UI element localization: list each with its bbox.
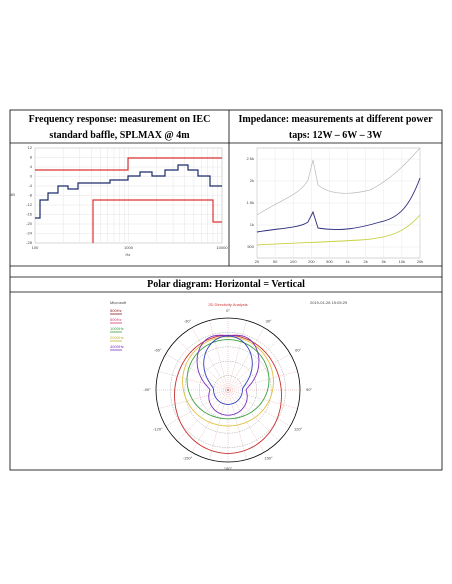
- x-tick-label: 20: [255, 259, 260, 264]
- cell-heading: Polar diagram: Horizontal = Vertical: [147, 279, 305, 290]
- legend-label: 2000Hz: [110, 335, 124, 340]
- polar-spoke: [209, 320, 229, 391]
- polar-spoke: [191, 389, 229, 453]
- y-tick-label: 0: [30, 174, 33, 179]
- polar-spoke: [227, 353, 291, 391]
- polar-curve: [203, 335, 253, 405]
- polar-spoke: [227, 389, 265, 453]
- cell-heading: Impedance: measurements at different pow…: [238, 114, 433, 141]
- x-axis-label: Hz: [126, 252, 131, 257]
- x-tick-label: 10000: [216, 245, 228, 250]
- polar-curve: [174, 334, 282, 454]
- x-tick-label: 200: [308, 259, 315, 264]
- legend-label: 500Hz: [110, 308, 122, 313]
- polar-spoke: [165, 389, 229, 427]
- table-lines: [9, 109, 443, 471]
- polar-spoke: [227, 389, 291, 427]
- y-tick-label: -16: [26, 212, 33, 217]
- y-tick-label: 4: [30, 164, 33, 169]
- x-tick-label: 20k: [417, 259, 423, 264]
- y-tick-label: -28: [26, 240, 33, 245]
- cell-heading: Frequency response: measurement on IEC s…: [28, 114, 211, 141]
- polar-angle-label: 90°: [306, 387, 312, 392]
- polar-date: 2019-01-28 15:05:29: [310, 300, 348, 305]
- polar-angle-label: -90°: [143, 387, 151, 392]
- polar-spoke: [227, 338, 280, 391]
- polar-angle-label: -150°: [183, 455, 193, 460]
- polar-spoke: [191, 327, 229, 391]
- polar-spoke: [176, 338, 229, 391]
- polar-angle-label: 120°: [294, 427, 303, 432]
- polar-spoke: [227, 371, 298, 391]
- polar-curve: [182, 336, 274, 427]
- y-tick-label: 2.5k: [246, 156, 254, 161]
- x-tick-label: 500: [326, 259, 333, 264]
- polar-angle-label: -120°: [153, 427, 163, 432]
- polar-spoke: [176, 389, 229, 442]
- y-axis-label: dB: [10, 192, 15, 197]
- polar-spoke: [227, 389, 298, 409]
- polar-ring: [184, 346, 272, 434]
- legend-label: 4000Hz: [110, 344, 124, 349]
- y-tick-label: 2k: [250, 178, 254, 183]
- polar-angle-label: 0°: [226, 308, 230, 313]
- x-tick-label: 2k: [364, 259, 368, 264]
- polar-angle-label: 30°: [265, 319, 271, 324]
- polar-curve: [196, 334, 260, 416]
- y-tick-label: -4: [28, 183, 32, 188]
- polar-ring: [170, 332, 286, 448]
- polar-angle-label: 60°: [295, 348, 301, 353]
- y-tick-label: 500: [247, 244, 254, 249]
- polar-angle-label: -30°: [184, 319, 192, 324]
- x-tick-label: 100: [32, 245, 39, 250]
- legend-label: 1000Hz: [110, 326, 124, 331]
- polar-curve: [186, 339, 270, 420]
- y-tick-label: 1k: [250, 222, 254, 227]
- polar-spoke: [165, 353, 229, 391]
- polar-angle-label: 150°: [264, 455, 273, 460]
- x-tick-label: 10k: [399, 259, 405, 264]
- x-tick-label: 100: [290, 259, 297, 264]
- y-tick-label: 1.5k: [246, 200, 254, 205]
- polar-spoke: [158, 389, 229, 409]
- polar-angle-label: -60°: [154, 348, 162, 353]
- polar-spoke: [227, 389, 280, 442]
- polar-chart: Microsoft 2D Directivity Analysis 2019-0…: [110, 300, 348, 471]
- polar-spoke: [158, 371, 229, 391]
- polar-spoke: [227, 320, 247, 391]
- y-tick-label: -20: [26, 221, 33, 226]
- polar-spoke: [227, 327, 265, 391]
- y-tick-label: 8: [30, 155, 33, 160]
- x-tick-label: 1000: [124, 245, 134, 250]
- y-tick-label: 12: [28, 145, 33, 150]
- polar-title: 2D Directivity Analysis: [208, 302, 247, 307]
- y-tick-label: -8: [28, 193, 32, 198]
- x-tick-label: 1k: [345, 259, 349, 264]
- x-tick-label: 5k: [382, 259, 386, 264]
- y-tick-label: -24: [26, 231, 33, 236]
- polar-angle-label: 180°: [224, 466, 233, 471]
- polar-ring: [155, 317, 301, 463]
- polar-brand: Microsoft: [110, 300, 127, 305]
- legend-label: 500Hz: [110, 317, 122, 322]
- impedance-chart: 2.5k 2k 1.5k 1k 500 20 50 100 200 500 1k 2k 5k 10k 20k: [246, 147, 423, 264]
- x-tick-label: 50: [273, 259, 278, 264]
- y-tick-label: -12: [26, 202, 33, 207]
